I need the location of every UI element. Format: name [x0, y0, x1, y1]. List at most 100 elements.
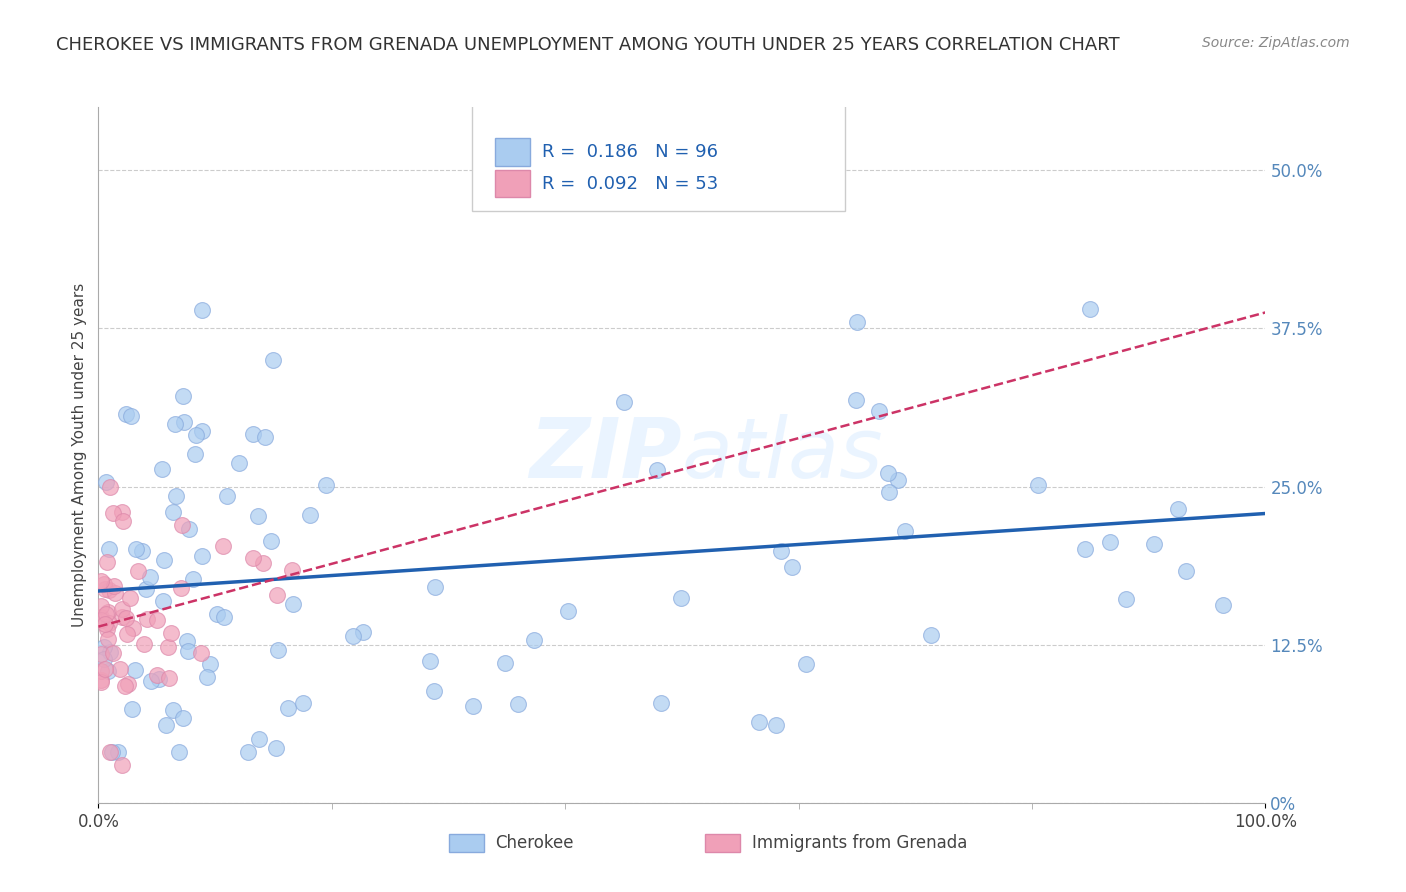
- Point: [246, 508, 269, 523]
- Point: [173, 415, 195, 429]
- Point: [292, 697, 315, 711]
- Point: [299, 508, 322, 523]
- Point: [162, 703, 184, 717]
- Point: [176, 634, 198, 648]
- Point: [146, 613, 169, 627]
- FancyBboxPatch shape: [472, 100, 845, 211]
- Point: [94, 607, 117, 622]
- Point: [765, 718, 787, 732]
- Point: [352, 625, 374, 640]
- Point: [115, 407, 138, 421]
- Point: [145, 668, 167, 682]
- Point: [794, 657, 817, 671]
- Point: [190, 647, 212, 661]
- Point: [97, 632, 120, 647]
- Point: [266, 588, 288, 602]
- Point: [96, 555, 118, 569]
- Point: [107, 745, 129, 759]
- Point: [117, 677, 139, 691]
- Text: ZIP: ZIP: [529, 415, 682, 495]
- Point: [124, 663, 146, 677]
- Point: [93, 577, 115, 591]
- Point: [419, 655, 441, 669]
- Point: [157, 671, 180, 685]
- Point: [94, 616, 117, 631]
- Point: [122, 621, 145, 635]
- Point: [125, 542, 148, 557]
- Point: [139, 570, 162, 584]
- Point: [162, 505, 184, 519]
- Point: [1080, 302, 1102, 317]
- Point: [101, 646, 124, 660]
- Point: [101, 507, 124, 521]
- Point: [260, 534, 283, 549]
- Point: [110, 601, 132, 615]
- Point: [195, 670, 218, 684]
- FancyBboxPatch shape: [495, 169, 530, 197]
- Point: [191, 303, 214, 318]
- Point: [342, 629, 364, 643]
- Point: [247, 731, 270, 746]
- Point: [423, 684, 446, 698]
- Point: [97, 605, 120, 619]
- Point: [115, 611, 138, 625]
- Point: [120, 591, 142, 605]
- Point: [876, 466, 898, 480]
- Point: [172, 389, 194, 403]
- Point: [1175, 564, 1198, 578]
- Point: [179, 522, 201, 536]
- Point: [242, 551, 264, 566]
- Point: [557, 604, 579, 618]
- Point: [748, 714, 770, 729]
- Point: [770, 544, 793, 558]
- Point: [90, 599, 112, 614]
- Point: [920, 628, 942, 642]
- Point: [281, 564, 304, 578]
- Point: [228, 456, 250, 470]
- Point: [252, 556, 274, 570]
- Point: [98, 582, 121, 597]
- Point: [121, 701, 143, 715]
- Point: [111, 757, 134, 772]
- Point: [90, 647, 112, 661]
- Point: [191, 424, 214, 438]
- Point: [612, 395, 634, 409]
- Point: [98, 479, 121, 493]
- Point: [132, 637, 155, 651]
- Point: [90, 614, 112, 628]
- Point: [669, 591, 692, 605]
- Point: [181, 572, 204, 586]
- Point: [155, 718, 177, 732]
- Point: [90, 664, 112, 678]
- Point: [894, 524, 917, 539]
- Text: atlas: atlas: [682, 415, 883, 495]
- Point: [212, 609, 235, 624]
- Point: [782, 560, 804, 574]
- Point: [135, 612, 157, 626]
- Point: [111, 505, 134, 519]
- Point: [494, 656, 516, 670]
- Text: Source: ZipAtlas.com: Source: ZipAtlas.com: [1202, 36, 1350, 50]
- Point: [868, 404, 890, 418]
- Point: [879, 484, 901, 499]
- Point: [184, 447, 207, 461]
- Point: [104, 586, 127, 600]
- Point: [97, 665, 120, 679]
- Point: [207, 607, 229, 621]
- Point: [152, 553, 174, 567]
- Point: [96, 622, 118, 636]
- FancyBboxPatch shape: [495, 138, 530, 166]
- Point: [93, 652, 115, 666]
- Point: [94, 662, 117, 676]
- Point: [191, 549, 214, 563]
- Point: [90, 675, 112, 690]
- Point: [97, 615, 120, 630]
- Point: [120, 409, 142, 423]
- Point: [1167, 502, 1189, 516]
- Point: [152, 594, 174, 608]
- Point: [172, 710, 194, 724]
- Point: [170, 581, 193, 595]
- Point: [90, 673, 112, 688]
- Point: [212, 539, 235, 553]
- Point: [110, 662, 132, 676]
